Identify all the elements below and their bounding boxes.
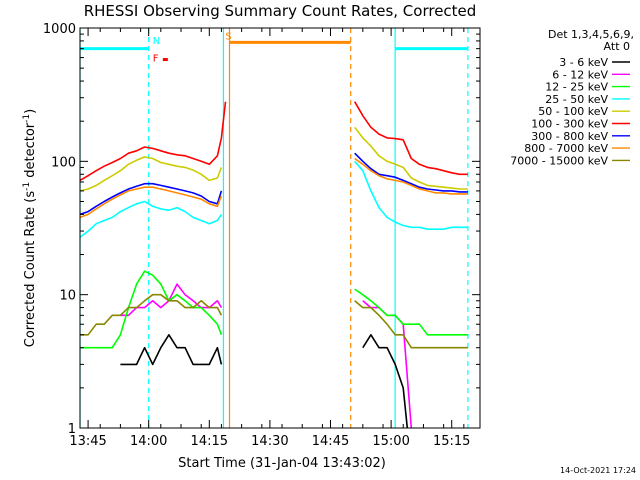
series-line-4-seg-1 xyxy=(354,126,468,190)
series-line-8-seg-1 xyxy=(354,300,468,349)
generation-timestamp: 14-Oct-2021 17:24 xyxy=(560,466,636,475)
chart-title: RHESSI Observing Summary Count Rates, Co… xyxy=(84,2,477,20)
y-tick-label-2: 100 xyxy=(51,155,76,170)
y-tick-label-0: 1 xyxy=(68,422,76,437)
series-line-8-seg-0 xyxy=(80,293,223,336)
plot-frame xyxy=(79,27,481,429)
series-line-4-seg-0 xyxy=(80,156,223,192)
series-line-7-seg-0 xyxy=(80,186,223,219)
attenuator-bars xyxy=(80,40,468,51)
x-axis: 13:45 14:00 14:15 14:30 14:45 15:00 15:15 xyxy=(69,28,470,449)
series-line-2-seg-1 xyxy=(354,288,468,336)
flag-n: N xyxy=(153,36,160,47)
x-tick-label-2: 14:15 xyxy=(191,434,228,449)
series-line-6-seg-0 xyxy=(80,182,223,216)
series-line-1-seg-0 xyxy=(120,283,223,317)
x-tick-label-4: 14:45 xyxy=(312,434,349,449)
legend-label-8: 7000 - 15000 keV xyxy=(510,154,608,167)
legend-label-6: 300 - 800 keV xyxy=(531,130,608,143)
y-axis: 1 10 100 1000 xyxy=(43,22,480,437)
y-tick-label-3: 1000 xyxy=(43,22,76,37)
series-line-2-seg-0 xyxy=(80,270,223,349)
legend-header-detectors: Det 1,3,4,5,6,9, xyxy=(548,28,634,41)
y-axis-label: Corrected Count Rate (s-1 detector-1) xyxy=(22,109,38,347)
legend-header-attenuator: Att 0 xyxy=(604,40,630,53)
flag-f: F xyxy=(153,54,159,65)
series-line-0-seg-1 xyxy=(362,334,409,428)
legend-label-7: 800 - 7000 keV xyxy=(524,142,608,155)
legend-label-4: 50 - 100 keV xyxy=(538,105,608,118)
legend-label-0: 3 - 6 keV xyxy=(559,56,608,69)
x-axis-label: Start Time (31-Jan-04 13:43:02) xyxy=(178,456,386,471)
series-line-1-seg-1 xyxy=(362,300,413,428)
x-tick-label-6: 15:15 xyxy=(433,434,470,449)
legend-label-5: 100 - 300 keV xyxy=(531,118,608,131)
time-markers xyxy=(80,28,469,428)
legend-label-1: 6 - 12 keV xyxy=(552,68,608,81)
state-flags: NF S xyxy=(153,31,232,64)
series-line-7-seg-1 xyxy=(354,157,468,195)
x-tick-label-0: 13:45 xyxy=(69,434,106,449)
series-lines xyxy=(80,101,468,428)
legend-label-3: 25 - 50 keV xyxy=(545,93,608,106)
legend-label-2: 12 - 25 keV xyxy=(545,81,608,94)
flag-s: S xyxy=(225,31,231,42)
series-line-0-seg-0 xyxy=(120,334,223,366)
x-tick-label-5: 15:00 xyxy=(372,434,409,449)
x-tick-label-3: 14:30 xyxy=(251,434,288,449)
series-line-3-seg-1 xyxy=(354,160,468,230)
series-line-5-seg-1 xyxy=(354,101,468,176)
y-tick-label-1: 10 xyxy=(59,289,76,304)
series-line-6-seg-1 xyxy=(354,152,468,193)
series-line-3-seg-0 xyxy=(80,200,223,238)
series-line-5-seg-0 xyxy=(80,101,227,182)
x-tick-label-1: 14:00 xyxy=(130,434,167,449)
